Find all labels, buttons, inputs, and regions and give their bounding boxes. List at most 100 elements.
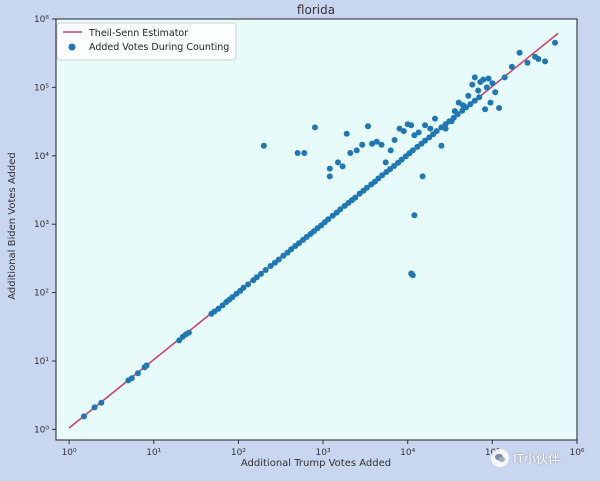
- data-point: [253, 274, 260, 281]
- data-point: [375, 175, 382, 182]
- data-point: [475, 87, 482, 94]
- legend: Theil-Senn Estimator Added Votes During …: [56, 22, 237, 61]
- watermark: IT小伙伴: [491, 449, 560, 467]
- data-point: [353, 147, 360, 154]
- data-point: [422, 122, 428, 129]
- data-point: [359, 141, 366, 148]
- data-point: [438, 142, 445, 149]
- data-point: [378, 141, 385, 148]
- scatter-points-layer: [81, 39, 558, 420]
- data-point: [387, 147, 394, 154]
- data-point: [427, 125, 434, 132]
- data-point: [337, 206, 344, 213]
- data-point: [352, 194, 359, 201]
- data-point: [134, 370, 141, 377]
- data-point: [326, 165, 333, 172]
- data-point: [524, 59, 531, 66]
- data-point: [487, 99, 494, 106]
- wechat-logo-icon: [491, 449, 510, 467]
- data-point: [400, 128, 407, 135]
- data-point: [382, 159, 389, 166]
- data-point: [471, 97, 478, 104]
- data-point: [363, 184, 370, 191]
- data-point: [492, 89, 499, 96]
- data-point: [229, 294, 236, 301]
- data-point: [296, 240, 302, 247]
- data-point: [489, 80, 496, 87]
- data-point: [258, 270, 264, 277]
- data-point: [480, 76, 487, 83]
- data-point: [294, 150, 301, 156]
- data-point: [260, 142, 267, 149]
- y-axis-ticks: 10⁰ 10¹ 10² 10³ 10⁴ 10⁵ 10⁶: [34, 15, 56, 435]
- data-point: [542, 58, 549, 65]
- data-point: [301, 150, 308, 156]
- data-point: [128, 375, 135, 382]
- data-point: [240, 284, 247, 291]
- x-tick-label: 10²: [231, 448, 246, 458]
- data-point: [391, 137, 398, 143]
- data-point: [379, 172, 386, 179]
- data-point: [469, 81, 476, 88]
- data-point: [275, 256, 282, 263]
- data-point: [409, 272, 416, 279]
- x-tick-label: 10⁴: [400, 448, 415, 458]
- data-point: [482, 106, 489, 113]
- data-point: [433, 128, 440, 135]
- data-point: [552, 39, 558, 46]
- x-tick-label: 10¹: [146, 448, 161, 458]
- data-point: [451, 108, 458, 115]
- x-tick-label: 10⁶: [569, 448, 584, 458]
- data-point: [411, 132, 418, 139]
- data-point: [516, 49, 523, 56]
- x-axis-label: Additional Trump Votes Added: [241, 458, 391, 469]
- data-point: [476, 94, 483, 101]
- data-point: [419, 173, 426, 180]
- legend-points-label: Added Votes During Counting: [89, 42, 229, 53]
- data-point: [245, 281, 252, 288]
- legend-box: [56, 22, 237, 61]
- data-point: [398, 156, 405, 163]
- y-tick-label: 10³: [34, 220, 49, 230]
- data-point: [288, 246, 295, 253]
- data-point: [432, 115, 438, 122]
- chart-title: florida: [297, 3, 335, 17]
- data-point: [460, 102, 466, 109]
- data-point: [369, 140, 376, 147]
- y-tick-label: 10⁶: [34, 15, 49, 25]
- data-point: [501, 74, 508, 81]
- data-point: [442, 125, 449, 132]
- data-point: [325, 216, 332, 223]
- data-point: [467, 101, 474, 108]
- y-axis-label: Additional Biden Votes Added: [7, 152, 18, 300]
- data-point: [471, 74, 478, 81]
- data-point: [215, 305, 222, 312]
- data-point: [496, 105, 503, 111]
- data-point: [91, 404, 98, 411]
- data-point: [485, 75, 492, 82]
- data-point: [280, 252, 287, 259]
- data-point: [409, 147, 416, 154]
- data-point: [415, 129, 422, 136]
- data-point: [414, 143, 421, 150]
- data-point: [448, 118, 455, 125]
- y-tick-label: 10¹: [34, 357, 49, 367]
- data-point: [267, 263, 274, 269]
- data-point: [262, 267, 269, 273]
- y-tick-label: 10⁴: [34, 152, 49, 162]
- data-point: [483, 84, 490, 91]
- data-point: [335, 159, 341, 166]
- data-point: [98, 399, 105, 406]
- legend-fit-line-label: Theil-Senn Estimator: [88, 28, 188, 39]
- data-point: [465, 92, 472, 99]
- x-tick-label: 10⁰: [62, 448, 77, 458]
- data-point: [347, 150, 354, 156]
- y-tick-label: 10²: [34, 289, 49, 299]
- data-point: [143, 362, 150, 369]
- data-point: [343, 130, 350, 137]
- data-point: [373, 138, 380, 145]
- data-point: [411, 212, 418, 219]
- data-point: [408, 122, 415, 129]
- y-tick-label: 10⁰: [34, 425, 49, 435]
